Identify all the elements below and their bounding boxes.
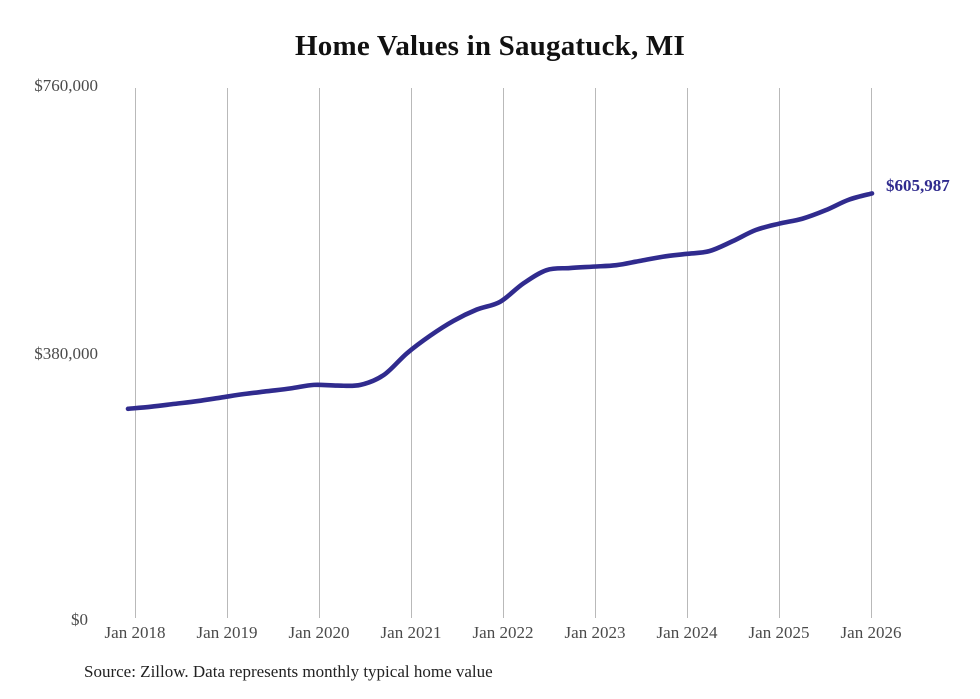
x-axis-tick-jan-2018: Jan 2018 (104, 623, 166, 642)
series-line-typical-home-value (125, 191, 875, 412)
x-axis-tick-jan-2019: Jan 2019 (196, 623, 258, 642)
y-axis-tick-380000: $380,000 (34, 344, 98, 363)
source-note: Source: Zillow. Data represents monthly … (84, 662, 493, 681)
chart-title: Home Values in Saugatuck, MI (295, 30, 685, 62)
x-axis-tick-jan-2024: Jan 2024 (656, 623, 718, 642)
gridlines (135, 88, 872, 618)
x-axis-tick-jan-2026: Jan 2026 (840, 623, 902, 642)
y-axis-tick-0: $0 (71, 610, 88, 629)
x-axis-tick-jan-2022: Jan 2022 (472, 623, 534, 642)
x-axis-tick-jan-2023: Jan 2023 (564, 623, 626, 642)
end-value-label: $605,987 (886, 176, 950, 195)
x-axis-tick-jan-2020: Jan 2020 (288, 623, 350, 642)
y-axis-tick-760000: $760,000 (34, 76, 98, 95)
x-axis-tick-jan-2021: Jan 2021 (380, 623, 442, 642)
x-axis-tick-jan-2025: Jan 2025 (748, 623, 810, 642)
